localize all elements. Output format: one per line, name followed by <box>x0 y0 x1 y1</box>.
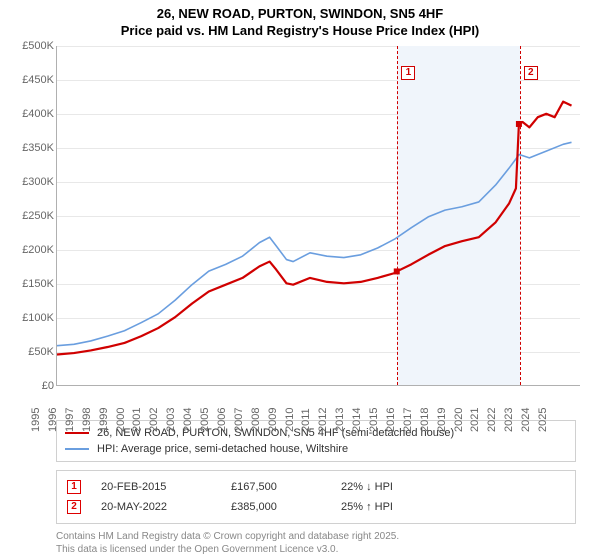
sales-price: £385,000 <box>231 501 321 513</box>
y-tick-label: £450K <box>10 74 54 86</box>
x-tick-label: 2025 <box>537 407 561 431</box>
legend-swatch <box>65 448 89 450</box>
sales-row: 2 20-MAY-2022 £385,000 25% ↑ HPI <box>67 497 565 517</box>
legend-row: HPI: Average price, semi-detached house,… <box>65 441 567 457</box>
chart-title: 26, NEW ROAD, PURTON, SWINDON, SN5 4HF <box>10 6 590 23</box>
chart-subtitle: Price paid vs. HM Land Registry's House … <box>10 23 590 40</box>
y-tick-label: £350K <box>10 142 54 154</box>
legend-swatch <box>65 432 89 434</box>
sales-hpi: 25% ↑ HPI <box>341 501 451 513</box>
y-tick-label: £300K <box>10 176 54 188</box>
y-tick-label: £0 <box>10 380 54 392</box>
sales-marker: 1 <box>67 480 81 494</box>
footer: Contains HM Land Registry data © Crown c… <box>56 530 590 556</box>
marker-dot <box>394 268 400 274</box>
y-tick-label: £200K <box>10 244 54 256</box>
series-price <box>57 101 572 354</box>
footer-line2: This data is licensed under the Open Gov… <box>56 543 590 556</box>
y-tick-label: £250K <box>10 210 54 222</box>
legend-label: HPI: Average price, semi-detached house,… <box>97 443 348 455</box>
sales-date: 20-MAY-2022 <box>101 501 211 513</box>
sales-table: 1 20-FEB-2015 £167,500 22% ↓ HPI 2 20-MAY-202… <box>56 470 576 524</box>
y-tick-label: £150K <box>10 278 54 290</box>
plot-region: 12 <box>56 46 580 386</box>
sales-price: £167,500 <box>231 481 321 493</box>
chart-area: £0 £50K £100K £150K £200K £250K £300K £350K £400… <box>10 44 590 414</box>
series-hpi <box>57 142 572 345</box>
footer-line1: Contains HM Land Registry data © Crown c… <box>56 530 590 543</box>
y-tick-label: £500K <box>10 40 54 52</box>
sales-hpi: 22% ↓ HPI <box>341 481 451 493</box>
marker-dot <box>516 121 522 127</box>
chart-lines <box>57 46 580 385</box>
sales-date: 20-FEB-2015 <box>101 481 211 493</box>
marker-box: 1 <box>401 66 415 80</box>
marker-box: 2 <box>524 66 538 80</box>
y-tick-label: £400K <box>10 108 54 120</box>
y-tick-label: £100K <box>10 312 54 324</box>
sales-row: 1 20-FEB-2015 £167,500 22% ↓ HPI <box>67 477 565 497</box>
y-tick-label: £50K <box>10 346 54 358</box>
sales-marker: 2 <box>67 500 81 514</box>
